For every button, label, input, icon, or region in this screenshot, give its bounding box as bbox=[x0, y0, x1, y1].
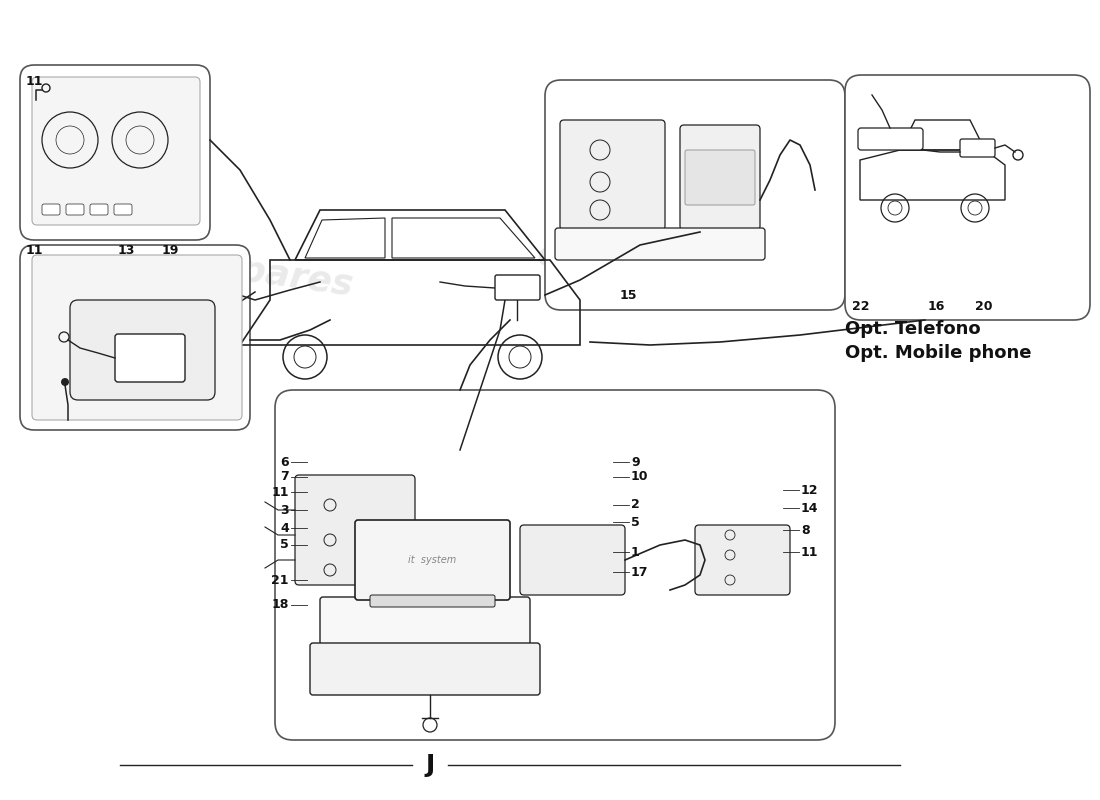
FancyBboxPatch shape bbox=[680, 125, 760, 230]
Text: 2: 2 bbox=[631, 498, 640, 511]
FancyBboxPatch shape bbox=[116, 334, 185, 382]
Text: 10: 10 bbox=[631, 470, 649, 483]
FancyBboxPatch shape bbox=[295, 475, 415, 585]
Text: 22: 22 bbox=[852, 300, 869, 313]
FancyBboxPatch shape bbox=[66, 204, 84, 215]
Text: 13: 13 bbox=[118, 244, 135, 257]
FancyBboxPatch shape bbox=[520, 525, 625, 595]
FancyBboxPatch shape bbox=[370, 595, 495, 607]
FancyBboxPatch shape bbox=[960, 139, 996, 157]
Text: 11: 11 bbox=[26, 75, 44, 88]
Text: 20: 20 bbox=[975, 300, 992, 313]
Text: 11: 11 bbox=[801, 546, 818, 558]
Text: 14: 14 bbox=[801, 502, 818, 514]
FancyBboxPatch shape bbox=[70, 300, 214, 400]
FancyBboxPatch shape bbox=[355, 520, 510, 600]
Text: Opt. Telefono: Opt. Telefono bbox=[845, 320, 980, 338]
FancyBboxPatch shape bbox=[695, 525, 790, 595]
Circle shape bbox=[60, 378, 69, 386]
Text: 12: 12 bbox=[801, 483, 818, 497]
FancyBboxPatch shape bbox=[858, 128, 923, 150]
Text: Opt. Mobile phone: Opt. Mobile phone bbox=[845, 344, 1032, 362]
Text: 5: 5 bbox=[631, 515, 640, 529]
FancyBboxPatch shape bbox=[320, 597, 530, 645]
Text: 15: 15 bbox=[620, 289, 638, 302]
Text: it  system: it system bbox=[408, 555, 456, 565]
Text: 1: 1 bbox=[631, 546, 640, 558]
Text: 11: 11 bbox=[272, 486, 289, 498]
Text: 4: 4 bbox=[280, 522, 289, 534]
FancyBboxPatch shape bbox=[32, 77, 200, 225]
Text: 19: 19 bbox=[162, 244, 179, 257]
Text: eurospares: eurospares bbox=[124, 238, 355, 302]
Text: 9: 9 bbox=[631, 455, 639, 469]
Text: 16: 16 bbox=[928, 300, 945, 313]
FancyBboxPatch shape bbox=[114, 204, 132, 215]
Text: 8: 8 bbox=[801, 523, 810, 537]
Text: 17: 17 bbox=[631, 566, 649, 578]
FancyBboxPatch shape bbox=[556, 228, 764, 260]
Text: 7: 7 bbox=[280, 470, 289, 483]
FancyBboxPatch shape bbox=[845, 75, 1090, 320]
FancyBboxPatch shape bbox=[275, 390, 835, 740]
FancyBboxPatch shape bbox=[310, 643, 540, 695]
FancyBboxPatch shape bbox=[685, 150, 755, 205]
Text: 6: 6 bbox=[280, 455, 289, 469]
Text: 21: 21 bbox=[272, 574, 289, 586]
FancyBboxPatch shape bbox=[495, 275, 540, 300]
FancyBboxPatch shape bbox=[32, 255, 242, 420]
FancyBboxPatch shape bbox=[544, 80, 845, 310]
Text: 3: 3 bbox=[280, 503, 289, 517]
FancyBboxPatch shape bbox=[20, 245, 250, 430]
Text: 18: 18 bbox=[272, 598, 289, 611]
Text: 5: 5 bbox=[280, 538, 289, 551]
FancyBboxPatch shape bbox=[90, 204, 108, 215]
Text: eurospares: eurospares bbox=[535, 238, 766, 302]
Text: 11: 11 bbox=[26, 244, 44, 257]
Text: J: J bbox=[426, 753, 434, 777]
FancyBboxPatch shape bbox=[560, 120, 666, 230]
FancyBboxPatch shape bbox=[42, 204, 60, 215]
FancyBboxPatch shape bbox=[20, 65, 210, 240]
